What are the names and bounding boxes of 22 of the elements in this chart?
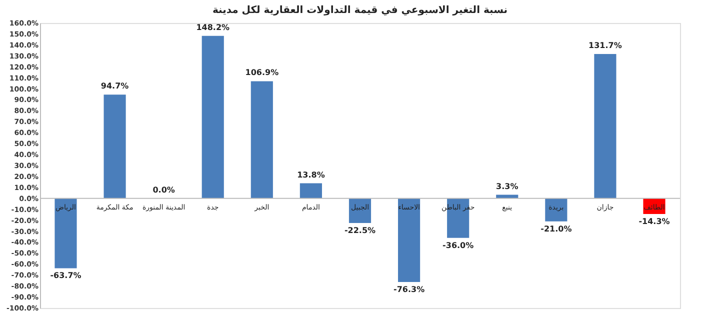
bar [202,36,224,198]
bar [104,94,126,198]
bar [545,198,568,222]
bar [300,183,322,198]
data-label: 3.3% [496,182,518,191]
data-label: 106.9% [245,68,279,78]
data-label: 0.0% [152,185,175,194]
data-label: -14.3% [638,217,670,226]
data-label: -36.0% [442,240,474,250]
data-label: 94.7% [100,82,129,91]
data-label: -22.5% [344,226,376,236]
data-label: -63.7% [50,271,82,280]
bar [398,198,420,282]
bar [54,198,77,268]
data-label: 13.8% [297,170,325,180]
bar [250,81,273,198]
chart-title: نسبة التغير الاسبوعي في قيمة التداولات العقارية لكل مدينة [212,5,508,16]
data-label: 148.2% [196,22,230,32]
data-label: 131.7% [588,41,622,50]
bar [594,54,616,198]
data-label: -21.0% [540,224,572,234]
data-label: -76.3% [394,285,425,294]
